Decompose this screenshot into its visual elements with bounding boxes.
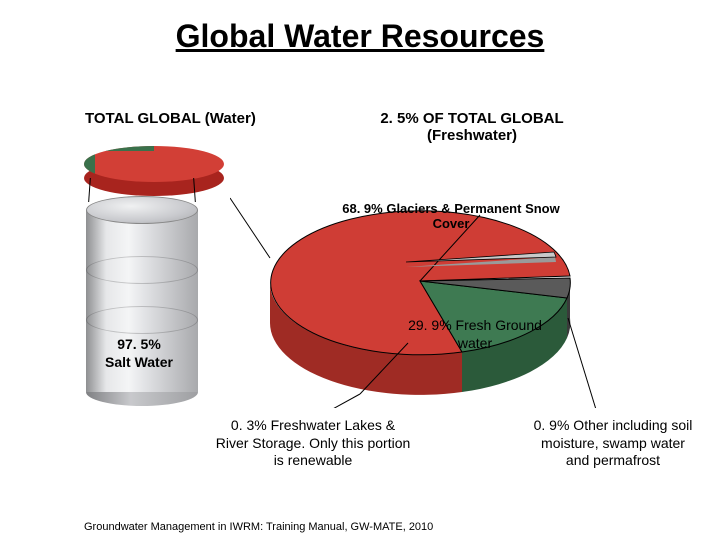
left-subtitle: TOTAL GLOBAL (Water) xyxy=(85,110,256,127)
right-subtitle: 2. 5% OF TOTAL GLOBAL (Freshwater) xyxy=(367,110,577,144)
page-title: Global Water Resources xyxy=(0,18,720,55)
lakes-label: 0. 3% Freshwater Lakes & River Storage. … xyxy=(213,417,413,470)
glaciers-label: 68. 9% Glaciers & Permanent Snow Cover xyxy=(340,201,562,231)
salt-water-label: 97. 5% Salt Water xyxy=(104,336,174,371)
salt-water-cylinder xyxy=(86,196,198,406)
footer-citation: Groundwater Management in IWRM: Training… xyxy=(84,521,433,533)
total-global-pie xyxy=(84,146,224,196)
groundwater-label: 29. 9% Fresh Ground water xyxy=(395,317,555,352)
other-label: 0. 9% Other including soil moisture, swa… xyxy=(528,417,698,470)
